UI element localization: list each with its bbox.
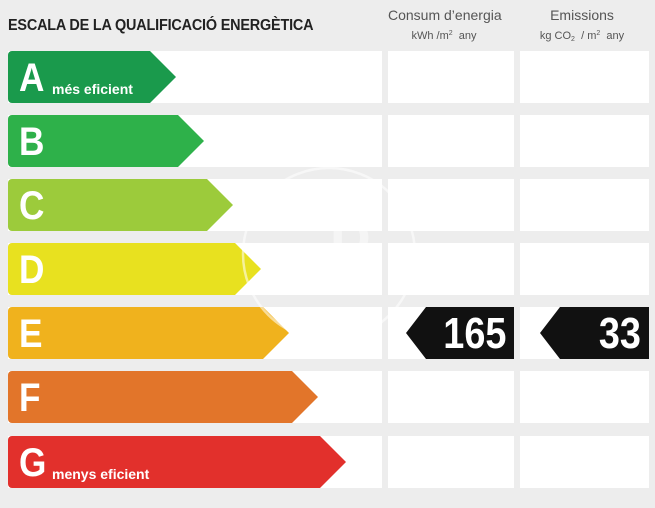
rating-row-d: D [0,243,655,295]
emissions-value-badge: 33 [540,307,649,359]
rating-letter: F [19,376,41,420]
consum-cell [388,179,514,231]
consum-cell [388,115,514,167]
energy-scale-title: ESCALA DE LA QUALIFICACIÓ ENERGÈTICA [8,17,314,34]
consum-label: Consum d’energia [388,7,502,23]
rating-arrow-f: F [8,371,318,423]
rating-arrow-b: B [8,115,204,167]
emissions-cell [520,115,649,167]
emissions-cell [520,371,649,423]
consum-value-badge: 165 [406,307,514,359]
consum-cell [388,51,514,103]
rating-row-b: B [0,115,655,167]
emissions-unit: kg CO2 / m2 any [539,30,625,43]
rating-note: més eficient [52,81,133,97]
emissions-label: Emissions [550,7,614,23]
emissions-cell [520,243,649,295]
rating-row-c: C [0,179,655,231]
emissions-cell [520,51,649,103]
consum-cell [388,371,514,423]
emissions-value: 33 [598,309,641,358]
rating-arrow-d: D [8,243,261,295]
consum-cell [388,436,514,488]
rating-letter: A [19,56,45,100]
rating-letter: E [19,312,43,356]
consum-value: 165 [442,309,506,358]
rating-letter: C [19,184,45,228]
rating-letter: D [19,248,45,292]
consum-column-header: Consum d’energia kWh /m2 any [388,6,502,44]
consum-unit: kWh /m2 any [411,30,477,42]
rating-arrow-c: C [8,179,233,231]
rating-letter: G [19,441,47,485]
emissions-cell [520,179,649,231]
rating-letter: B [19,120,45,164]
emissions-cell [520,436,649,488]
consum-cell [388,243,514,295]
rating-row-e: E 165 33 [0,307,655,359]
rating-row-f: F [0,371,655,423]
emissions-column-header: Emissions kg CO2 / m2 any [524,6,640,48]
rating-arrow-e: E [8,307,289,359]
rating-note: menys eficient [52,466,150,482]
